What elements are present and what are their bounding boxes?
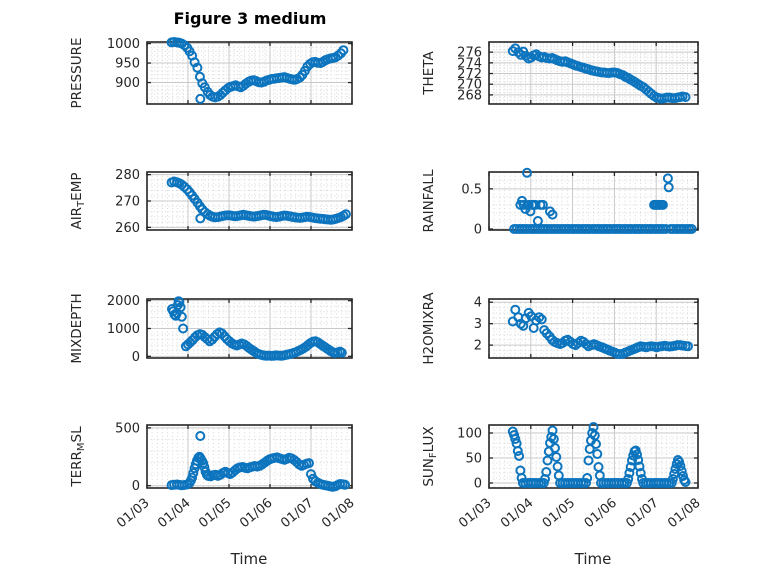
x-tick-label: 01/06 [237, 496, 275, 532]
y-tick-label: 500 [115, 421, 140, 436]
x-tick-label: 01/06 [582, 496, 620, 532]
y-tick-label: 0 [132, 350, 140, 365]
tick-marks [146, 425, 353, 488]
subplot-pressure: 900 950 1000 PRESSURE [69, 37, 353, 109]
x-tick-label: 01/08 [319, 496, 357, 532]
y-tick-label: 268 [457, 88, 482, 103]
minor-grid [147, 425, 352, 488]
y-tick-label: 2 [474, 339, 482, 354]
x-tick-label: 01/05 [540, 496, 578, 532]
data-points [509, 167, 697, 234]
x-tick-label: 01/07 [623, 496, 661, 532]
x-axis-label-right: Time [574, 550, 612, 568]
x-tick-label: 01/03 [456, 496, 494, 532]
y-tick-label: 274 [457, 56, 482, 71]
x-tick-label: 01/07 [278, 496, 316, 532]
data-points [507, 304, 693, 360]
axes-box [488, 298, 699, 359]
y-tick-label: 0.5 [461, 182, 482, 197]
major-grid [147, 299, 352, 358]
major-grid [147, 425, 352, 488]
y-tick-label: 4 [474, 296, 482, 311]
y-tick-label: 0 [474, 223, 482, 238]
data-points [166, 431, 350, 492]
figure-title: Figure 3 medium [173, 9, 327, 28]
y-tick-label: 1000 [107, 322, 140, 337]
y-tick-label: 260 [115, 221, 140, 236]
y-tick-label: 0 [474, 477, 482, 492]
y-axis-label-sun_flux: SUNFLUX [421, 426, 439, 486]
y-tick-label: 270 [457, 78, 482, 93]
axes-box [488, 424, 699, 489]
y-tick-label: 272 [457, 67, 482, 82]
y-tick-label: 280 [115, 168, 140, 183]
x-tick-label: 01/08 [665, 496, 703, 532]
y-tick-label: 100 [457, 427, 482, 442]
tick-marks [146, 42, 353, 104]
minor-grid [147, 42, 352, 104]
subplot-terr_msl: 0 500 01/03 01/04 01/05 01/06 01/07 01/08 TERRMS… [69, 421, 358, 531]
subplot-rainfall: 0 0.5 RAINFALL [421, 167, 699, 238]
x-tick-label: 01/05 [196, 496, 234, 532]
y-tick-label: 3 [474, 317, 482, 332]
y-axis-label-pressure: PRESSURE [69, 38, 85, 109]
y-tick-label: 900 [115, 76, 140, 91]
subplot-h2omixra: 2 3 4 H2OMIXRA [421, 292, 699, 365]
y-tick-label: 276 [457, 46, 482, 61]
y-tick-label: 2000 [107, 294, 140, 309]
axes-box [146, 41, 353, 105]
data-points [507, 43, 691, 104]
axes-box [146, 424, 353, 489]
y-tick-label: 1000 [107, 37, 140, 52]
y-tick-label: 950 [115, 57, 140, 72]
y-axis-label-theta: THETA [421, 51, 437, 96]
x-axis-label-left: Time [230, 550, 268, 568]
y-tick-label: 0 [132, 479, 140, 494]
subplot-mixdepth: 0 1000 2000 MIXDEPTH [69, 293, 353, 365]
data-points [166, 37, 349, 104]
y-tick-label: 50 [465, 452, 482, 467]
x-tick-label: 01/04 [498, 496, 536, 532]
minor-grid [489, 42, 698, 104]
data-points [507, 422, 691, 488]
tick-marks [146, 172, 353, 230]
y-axis-label-h2omixra: H2OMIXRA [421, 292, 437, 365]
x-tick-label: 01/04 [155, 496, 193, 532]
major-grid [147, 42, 352, 104]
y-axis-label-terr_msl: TERRMSL [69, 426, 87, 488]
y-axis-label-mixdepth: MIXDEPTH [69, 293, 85, 363]
subplot-air_temp: 260 270 280 AIRTEMP [69, 168, 353, 236]
subplot-sun_flux: 0 50 100 01/03 01/04 01/05 01/06 01/07 01/08 SUNF… [421, 422, 704, 532]
x-tick-label: 01/03 [114, 496, 152, 532]
data-points [167, 296, 347, 361]
y-axis-label-rainfall: RAINFALL [421, 169, 437, 232]
y-axis-label-air_temp: AIRTEMP [69, 172, 87, 229]
data-points [166, 176, 351, 225]
y-tick-label: 270 [115, 195, 140, 210]
